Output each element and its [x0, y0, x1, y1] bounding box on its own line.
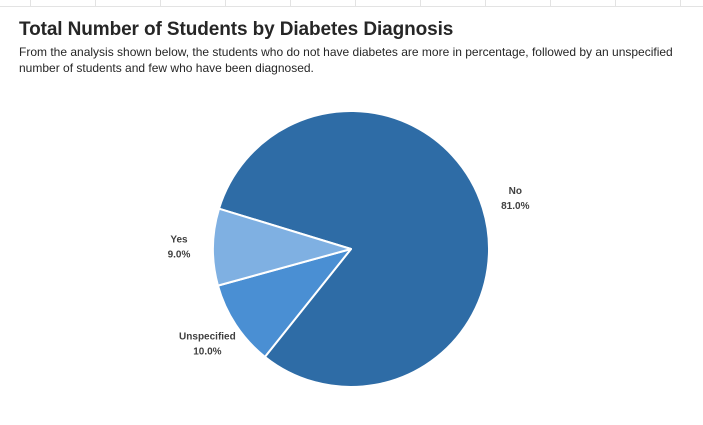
data-label-unspecified-percent: 10.0%: [193, 347, 221, 358]
data-label-no-category: No: [509, 186, 522, 197]
data-label-yes-percent: 9.0%: [168, 250, 191, 261]
pie-slice-no[interactable]: [218, 110, 490, 388]
chart-subtitle: From the analysis shown below, the stude…: [19, 45, 673, 75]
pie-slices: [212, 110, 490, 388]
data-label-no-percent: 81.0%: [501, 201, 529, 212]
spreadsheet-gridlines: [0, 0, 703, 7]
pie-slice-unspecified[interactable]: [216, 248, 352, 358]
pie-labels: No 81.0% Unspecified 10.0% Yes 9.0%: [168, 186, 530, 358]
data-label-unspecified-category: Unspecified: [179, 332, 236, 343]
pie-slice-yes[interactable]: [212, 207, 352, 287]
data-label-yes-category: Yes: [170, 235, 188, 246]
chart-title: Total Number of Students by Diabetes Dia…: [19, 19, 454, 40]
